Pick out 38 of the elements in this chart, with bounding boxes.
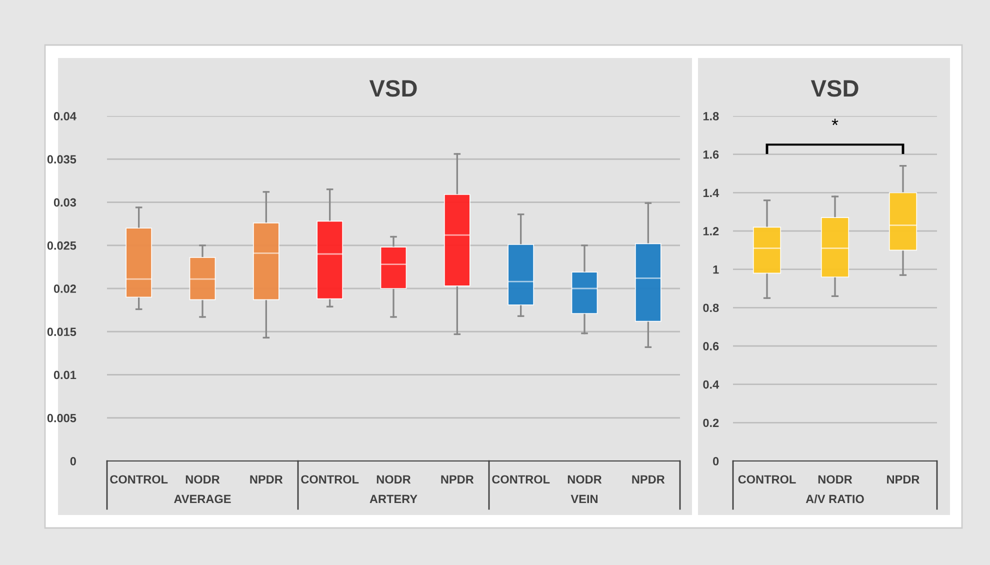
- y-tick-label: 1.6: [703, 150, 719, 159]
- y-tick-label: 0.8: [703, 304, 719, 312]
- y-tick-label: 0.015: [47, 328, 76, 336]
- chart-title: VSD: [810, 80, 858, 97]
- y-tick-label: 0.005: [47, 414, 76, 422]
- chart-title: VSD: [369, 80, 417, 97]
- y-tick-label: 0.2: [703, 418, 719, 428]
- x-tick-label: NPDR: [632, 475, 665, 484]
- y-tick-label: 0.04: [54, 112, 76, 120]
- x-tick-label: NPDR: [441, 475, 474, 484]
- x-tick-label: CONTROL: [738, 475, 796, 484]
- x-tick-label: NODR: [376, 475, 411, 484]
- annotation: *: [832, 118, 838, 126]
- y-tick-label: 0.025: [47, 241, 76, 250]
- y-tick-label: 1: [713, 265, 719, 274]
- y-tick-label: 0: [70, 457, 76, 466]
- text: AVERAGE: [174, 494, 231, 504]
- x-tick-label: NODR: [818, 475, 852, 484]
- text: ARTERY: [370, 494, 418, 504]
- x-tick-label: CONTROL: [492, 475, 550, 484]
- x-tick-label: NODR: [186, 475, 220, 484]
- x-tick-label: NPDR: [887, 475, 920, 484]
- x-tick-label: NPDR: [250, 475, 283, 484]
- y-tick-label: 0.02: [54, 284, 76, 293]
- x-tick-label: CONTROL: [110, 475, 168, 484]
- y-tick-label: 1.8: [703, 112, 719, 120]
- x-tick-label: CONTROL: [301, 475, 359, 484]
- text: VEIN: [570, 494, 598, 504]
- x-axis-title: A/V RATIO: [806, 494, 864, 504]
- y-tick-label: 0.6: [703, 342, 719, 350]
- y-tick-label: 0: [713, 457, 719, 466]
- y-tick-label: 0.035: [47, 155, 76, 164]
- y-tick-label: 1.4: [703, 188, 720, 197]
- y-tick-label: 1.2: [703, 227, 719, 236]
- x-tick-label: NODR: [568, 475, 602, 484]
- y-tick-label: 0.03: [54, 198, 76, 207]
- y-tick-label: 0.01: [54, 370, 76, 380]
- y-tick-label: 0.4: [703, 380, 720, 389]
